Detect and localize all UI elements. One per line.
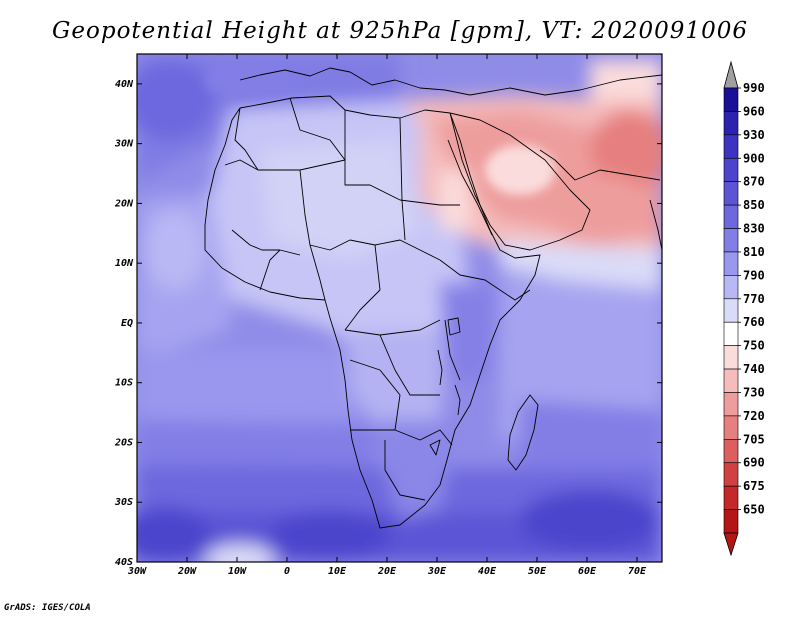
lat-tick-label: EQ [121, 318, 133, 329]
colorbar-label: 705 [743, 432, 765, 446]
lat-tick-label: 40S [115, 557, 133, 568]
lat-tick-label: 10S [115, 378, 133, 389]
colorbar-swatch [723, 415, 739, 440]
lon-tick-label: 70E [628, 566, 647, 577]
colorbar-label: 900 [743, 151, 765, 165]
colorbar-label: 830 [743, 222, 765, 236]
map-panel: 40N 30N 20N 10N EQ 10S 20S 30S 40S 30W 20W 10W 0 10E… [114, 53, 663, 577]
colorbar-swatch [723, 204, 739, 229]
colorbar-swatch [723, 368, 739, 393]
colorbar-label: 770 [743, 292, 765, 306]
lon-tick-label: 40E [478, 566, 497, 577]
colorbar-swatch [723, 111, 739, 136]
colorbar-label: 720 [743, 409, 765, 423]
colorbar-label: 870 [743, 175, 765, 189]
longitude-axis: 30W 20W 10W 0 10E 20E 30E 40E 50E 60E 70E [127, 566, 647, 577]
colorbar-swatch [723, 462, 739, 487]
height-field [137, 54, 662, 562]
colorbar-swatch [723, 439, 739, 464]
colorbar-label: 750 [743, 339, 765, 353]
lon-tick-label: 30W [127, 566, 147, 577]
lon-tick-label: 10E [328, 566, 347, 577]
colorbar-label: 850 [743, 198, 765, 212]
colorbar-swatch [723, 181, 739, 206]
lat-tick-label: 30N [114, 139, 134, 150]
latitude-axis: 40N 30N 20N 10N EQ 10S 20S 30S 40S [114, 79, 134, 568]
colorbar-label: 990 [743, 81, 765, 95]
colorbar-swatch [723, 275, 739, 300]
lat-tick-label: 40N [115, 79, 134, 90]
colorbar-swatch [723, 134, 739, 159]
lon-tick-label: 60E [578, 566, 597, 577]
coastlines [204, 67, 662, 529]
colorbar-swatch [723, 228, 739, 253]
colorbar-swatch [723, 157, 739, 182]
lon-tick-label: 50E [528, 566, 547, 577]
lat-tick-label: 20N [114, 198, 134, 209]
page-title: Geopotential Height at 925hPa [gpm], VT:… [52, 18, 748, 44]
colorbar-label: 675 [743, 479, 765, 493]
lon-tick-label: 10W [228, 566, 247, 577]
colorbar-label: 730 [743, 385, 765, 399]
map-frame [136, 53, 663, 563]
colorbar-label: 790 [743, 268, 765, 282]
lon-tick-label: 30E [427, 566, 447, 577]
lon-tick-label: 20W [177, 566, 197, 577]
colorbar-label: 810 [743, 245, 765, 259]
lon-tick-label: 0 [284, 566, 290, 577]
colorbar-swatch [723, 321, 739, 346]
colorbar: 990 960 930 900 870 850 830 810 790 770 760 750 740 7… [723, 60, 765, 557]
colorbar-swatch [723, 251, 739, 276]
colorbar-top-arrow [723, 60, 739, 89]
lat-tick-label: 30S [114, 497, 133, 508]
colorbar-swatch [723, 298, 739, 323]
colorbar-swatch [723, 392, 739, 417]
colorbar-label: 930 [743, 128, 765, 142]
colorbar-label: 760 [743, 315, 765, 329]
colorbar-label: 690 [743, 456, 765, 470]
colorbar-label: 740 [743, 362, 765, 376]
colorbar-label: 650 [743, 503, 765, 517]
lat-tick-label: 10N [115, 258, 134, 269]
colorbar-bottom-arrow [723, 532, 739, 557]
tick-marks [136, 54, 662, 563]
credit-text: GrADS: IGES/COLA [4, 603, 91, 613]
lon-tick-label: 20E [377, 566, 397, 577]
colorbar-swatch [723, 509, 739, 534]
colorbar-swatch [723, 485, 739, 510]
colorbar-label: 960 [743, 104, 765, 118]
colorbar-swatch [723, 345, 739, 370]
colorbar-swatch [723, 87, 739, 112]
lat-tick-label: 20S [114, 437, 133, 448]
